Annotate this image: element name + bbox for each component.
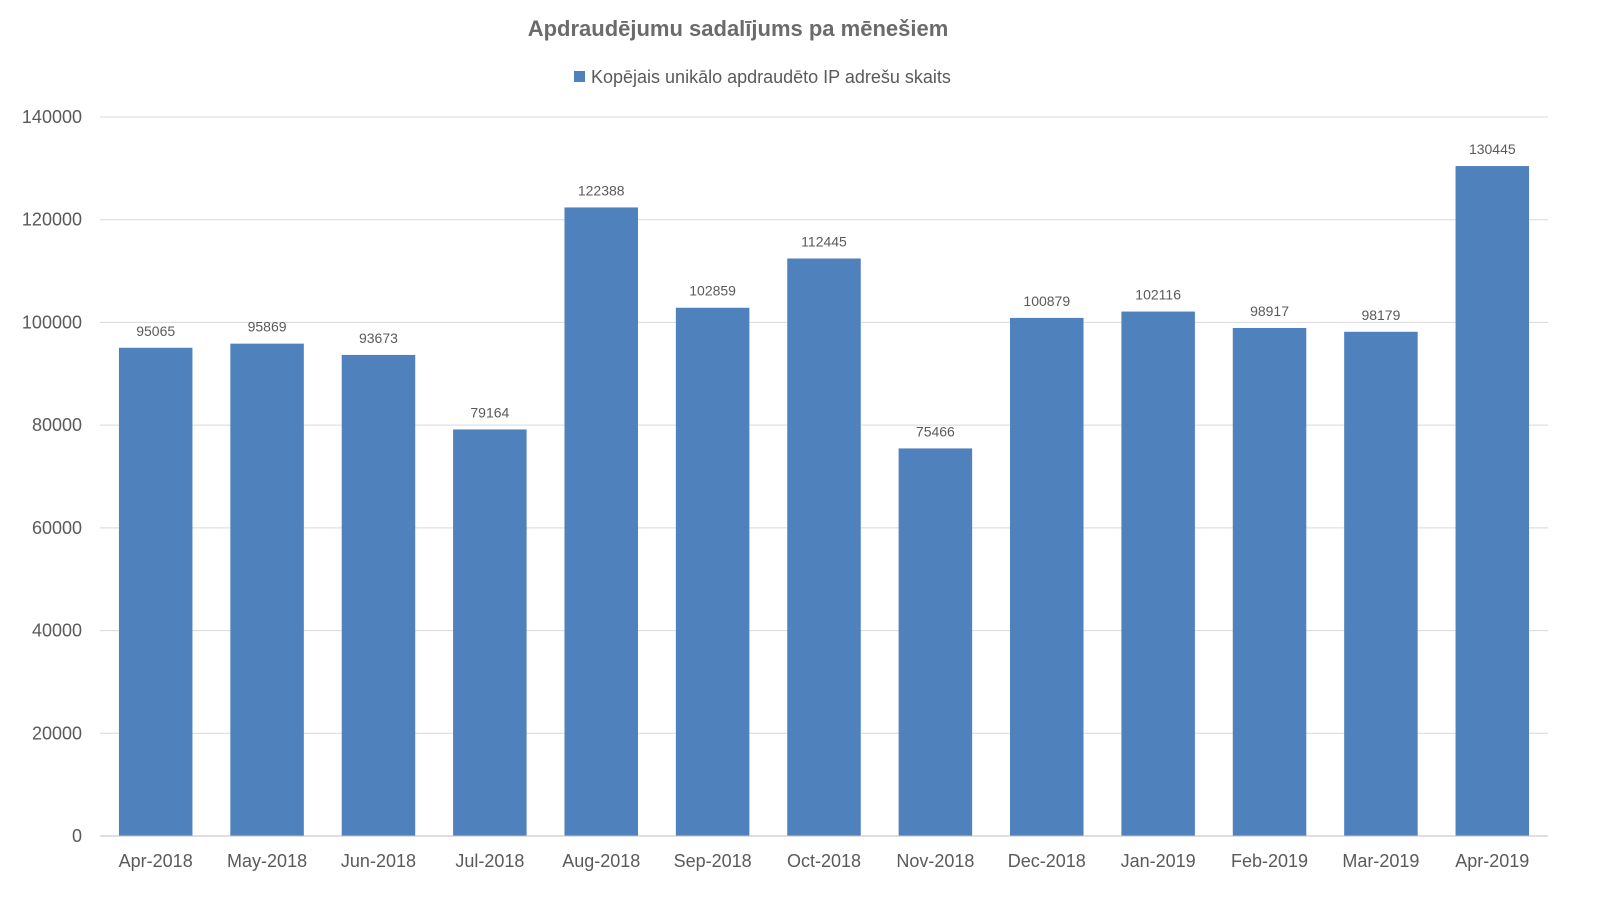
data-label: 93673 (359, 330, 398, 346)
bar (1344, 331, 1418, 836)
bars (118, 166, 1530, 836)
x-tick-label: Dec-2018 (1008, 851, 1086, 871)
bar (118, 347, 193, 836)
bar (787, 258, 861, 836)
bar (1010, 317, 1084, 836)
bar (1121, 311, 1195, 836)
x-tick-label: Apr-2019 (1455, 851, 1529, 871)
y-tick-label: 0 (72, 826, 82, 846)
bar (341, 354, 416, 836)
data-label: 130445 (1469, 141, 1516, 157)
y-tick-label: 60000 (32, 518, 82, 538)
x-tick-label: May-2018 (227, 851, 307, 871)
y-tick-label: 100000 (22, 312, 82, 332)
data-label: 112445 (801, 234, 847, 250)
x-tick-label: Mar-2019 (1342, 851, 1419, 871)
y-tick-label: 40000 (32, 621, 82, 641)
x-tick-label: Jul-2018 (455, 851, 524, 871)
x-tick-label: Oct-2018 (787, 851, 861, 871)
legend-label: Kopējais unikālo apdraudēto IP adrešu sk… (591, 67, 951, 87)
data-label: 102859 (689, 283, 736, 299)
legend: Kopējais unikālo apdraudēto IP adrešu sk… (574, 67, 951, 87)
chart-title: Apdraudējumu sadalījums pa mēnešiem (528, 16, 949, 41)
legend-swatch (574, 71, 585, 82)
data-label: 79164 (470, 404, 509, 420)
y-tick-label: 20000 (32, 723, 82, 743)
data-label: 100879 (1023, 293, 1070, 309)
x-tick-label: Nov-2018 (896, 851, 974, 871)
x-tick-label: Apr-2018 (119, 851, 193, 871)
y-tick-label: 140000 (22, 107, 82, 127)
data-label: 98179 (1361, 307, 1400, 323)
data-label: 98917 (1250, 303, 1289, 319)
x-tick-label: Feb-2019 (1231, 851, 1308, 871)
bar (453, 429, 527, 836)
bar (1455, 166, 1530, 836)
y-axis-ticks: 0 20000 40000 60000 80000 100000 120000 140000 (22, 107, 82, 846)
data-labels: 95065 95869 93673 79164 122388 102859 112445 75… (136, 141, 1516, 439)
data-label: 102116 (1135, 287, 1181, 303)
bar (230, 343, 304, 836)
x-tick-label: Aug-2018 (562, 851, 640, 871)
data-label: 122388 (578, 182, 625, 198)
y-tick-label: 80000 (32, 415, 82, 435)
bar (564, 207, 638, 836)
data-label: 95869 (248, 319, 287, 335)
bar (1232, 327, 1307, 836)
x-tick-label: Jun-2018 (341, 851, 416, 871)
data-label: 75466 (916, 423, 955, 439)
x-tick-label: Jan-2019 (1121, 851, 1196, 871)
x-axis-ticks: Apr-2018 May-2018 Jun-2018 Jul-2018 Aug-2018… (119, 851, 1530, 871)
y-tick-label: 120000 (22, 210, 82, 230)
x-tick-label: Sep-2018 (674, 851, 752, 871)
bar (675, 307, 750, 836)
bar (898, 448, 973, 836)
data-label: 95065 (136, 323, 175, 339)
